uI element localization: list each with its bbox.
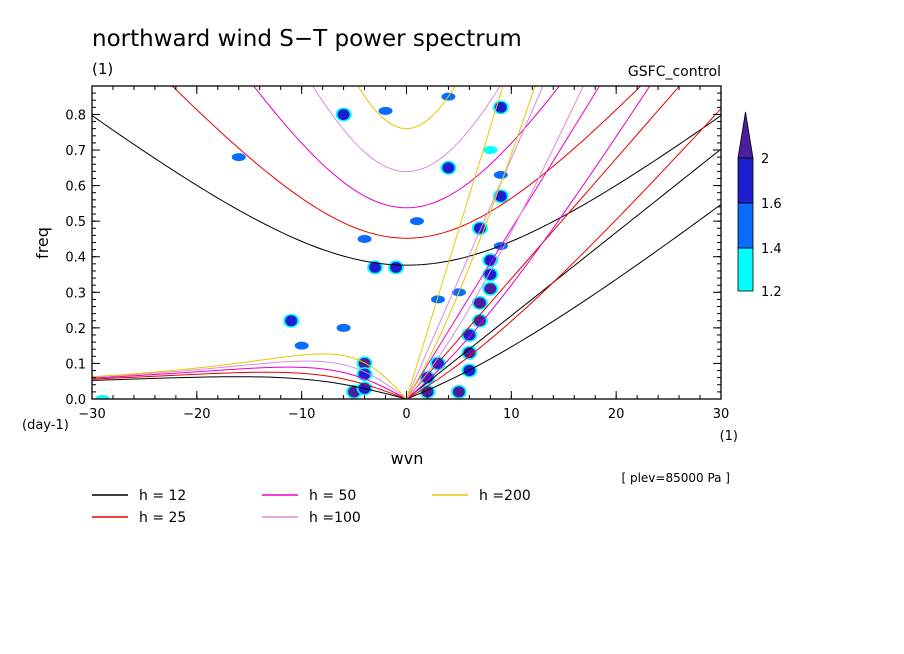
inertia-gravity-curve [312,86,501,173]
contour-cell [358,368,371,380]
contour-cell [231,153,246,162]
mrg-curve [406,204,721,399]
contour-cell [473,297,486,309]
y-tick-label: 0.4 [65,251,86,266]
legend-label: h = 25 [139,510,186,526]
x-tick-label: 30 [713,407,730,422]
legend-label: h =200 [479,488,531,504]
contour-cell [337,108,350,120]
contour-cell [463,347,476,359]
inertia-gravity-curve [92,115,721,266]
colorbar-arrow [737,111,754,159]
plot-frame [91,85,722,400]
colorbar-band [737,202,754,249]
contour-cell [463,329,476,341]
y-tick-label: 0.0 [65,393,86,408]
contour-cell [357,234,372,243]
inertia-gravity-curve [171,86,642,239]
x-unit-label: (1) [720,429,738,444]
x-tick-label: −20 [183,407,210,422]
mrg-curve [406,108,721,399]
x-tick-label: −30 [78,407,105,422]
contour-cell [430,295,445,304]
contour-cell [452,386,465,398]
mrg-curve [406,86,536,399]
x-tick-label: −10 [288,407,315,422]
y-tick-label: 0.7 [65,144,86,159]
y-unit-label: (day-1) [22,418,69,433]
pressure-annotation: [ plev=85000 Pa ] [621,471,730,485]
x-tick-label: 20 [608,407,625,422]
chart-subtitle-left: (1) [92,60,113,78]
y-tick-label: 0.6 [65,180,86,195]
y-tick-label: 0.5 [65,215,86,230]
kelvin-curve [406,86,544,399]
contour-cell [484,283,497,295]
contour-cell [285,315,298,327]
y-tick-label: 0.8 [65,108,86,123]
rossby-curve [92,376,407,399]
legend-label: h = 50 [309,488,356,504]
contour-cell [358,357,371,369]
colorbar-label: 1.6 [761,197,782,212]
legend-label: h =100 [309,510,361,526]
colorbar-band [737,247,754,292]
rossby-curve [92,371,407,399]
kelvin-curve [406,86,601,399]
kelvin-curve [406,86,504,399]
colorbar-label: 2 [761,152,769,167]
y-tick-label: 0.1 [65,357,86,372]
colorbar-band [737,157,754,204]
colorbar-label: 1.2 [761,285,782,300]
contour-cell [294,341,309,350]
y-tick-label: 0.2 [65,322,86,337]
colorbar: 1.2 1.4 1.6 2 [737,111,782,300]
contour-cell [409,217,424,226]
x-axis-label: wvn [391,449,424,468]
legend: h = 12 h = 25 h = 50 h =100 h =200 [92,488,531,526]
x-tick-label: 0 [402,407,410,422]
chart-subtitle-right: GSFC_control [628,64,721,80]
axis-ticks: −30 −20 −10 0 10 20 30 0.0 0.1 0.2 0.3 0.4 0.5 0.6 0.7… [65,86,729,422]
dispersion-curves [92,86,721,399]
rossby-curve [92,353,407,399]
contour-cell [369,261,382,273]
contour-cell [95,395,110,399]
inertia-gravity-curve [253,86,560,209]
rossby-curve [92,366,407,399]
x-tick-label: 10 [503,407,520,422]
chart-title: northward wind S−T power spectrum [92,26,522,52]
kelvin-curve [406,148,721,399]
contour-cell [483,146,498,155]
contour-cell [494,190,507,202]
contour-cell [390,261,403,273]
kelvin-curve [406,86,681,399]
y-axis-label: freq [33,227,52,259]
rossby-curve [92,360,407,399]
colorbar-label: 1.4 [761,242,782,257]
inertia-gravity-curve [357,86,456,130]
legend-label: h = 12 [139,488,186,504]
contour-cells [95,92,509,399]
mrg-curve [406,86,651,399]
contour-cell [378,106,393,115]
y-tick-label: 0.3 [65,286,86,301]
mrg-curve [406,86,584,399]
contour-cell [336,323,351,332]
contour-cell [442,162,455,174]
contour-cell [494,101,507,113]
